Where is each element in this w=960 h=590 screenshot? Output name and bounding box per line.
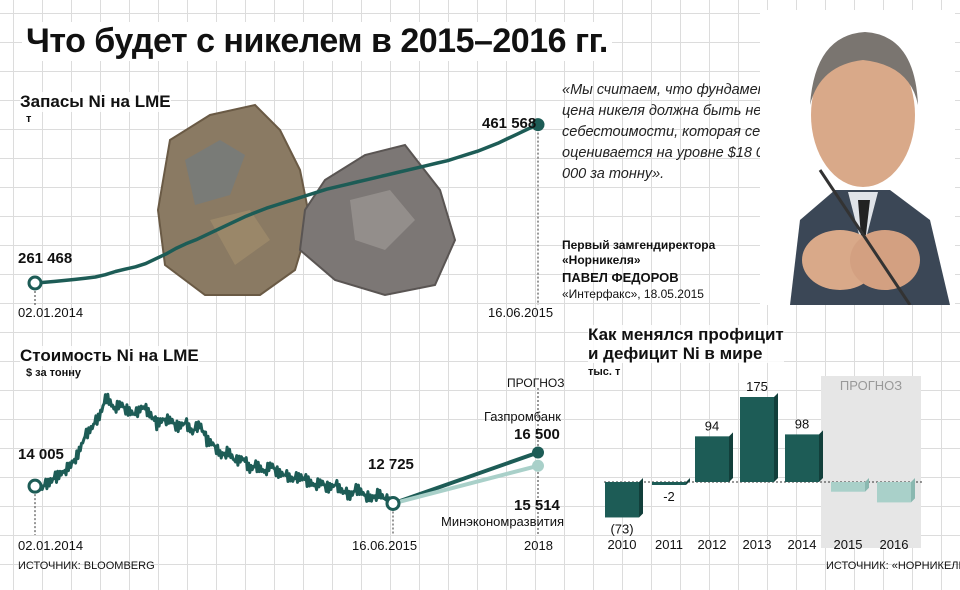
- balance-category-2013: 2013: [743, 537, 772, 552]
- quote-name: ПАВЕЛ ФЕДОРОВ: [562, 270, 679, 285]
- balance-category-2014: 2014: [788, 537, 817, 552]
- balance-bar-side-2012: [729, 432, 733, 482]
- stocks-start-marker: [27, 275, 43, 291]
- balance-bar-2016: [877, 482, 911, 503]
- balance-value-label-2012: 94: [705, 418, 719, 433]
- stocks-unit: т: [26, 113, 32, 125]
- nickel-ore-image: [156, 103, 457, 297]
- balance-forecast-title: ПРОГНОЗ: [840, 378, 902, 393]
- source-right: ИСТОЧНИК: «НОРНИКЕЛЬ»: [826, 560, 960, 572]
- balance-category-2010: 2010: [608, 537, 637, 552]
- balance-unit: тыс. т: [588, 366, 621, 378]
- price-x-start-label: 02.01.2014: [18, 538, 84, 553]
- balance-bar-2015: [831, 482, 865, 492]
- forecast-minecon-name: Минэкономразвития: [441, 514, 565, 529]
- quote-source: «Интерфакс», 18.05.2015: [562, 287, 704, 301]
- balance-value-label-2014: 98: [795, 416, 809, 431]
- price-start-value: 14 005: [18, 446, 64, 463]
- stocks-end-value: 461 568: [482, 115, 537, 132]
- forecast-gazprombank-value: 16 500: [514, 426, 560, 443]
- price-end-value: 12 725: [368, 456, 414, 473]
- balance-bar-2013: [740, 397, 774, 482]
- balance-forecast-band: [821, 376, 921, 548]
- forecast-gazprombank-line: [392, 450, 539, 506]
- balance-value-label-2013: 175: [746, 379, 768, 394]
- balance-value-label-2011: -2: [663, 489, 675, 504]
- forecast-minecon-value: 15 514: [514, 497, 560, 514]
- price-forecast-title: ПРОГНОЗ: [507, 376, 565, 390]
- forecast-minecon-line: [392, 463, 539, 506]
- stocks-x-end-label: 16.06.2015: [488, 305, 554, 320]
- balance-bar-2014: [785, 434, 819, 482]
- balance-title-line2: и дефицит Ni в мире: [588, 344, 763, 363]
- quote-role-line2: «Норникеля»: [562, 253, 641, 267]
- price-start-marker: [27, 478, 43, 494]
- source-left: ИСТОЧНИК: BLOOMBERG: [18, 560, 155, 572]
- forecast-gazprombank-name: Газпромбанк: [484, 409, 561, 424]
- balance-bar-side-2016: [911, 478, 915, 503]
- price-chart-title: Стоимость Ni на LME: [20, 346, 199, 366]
- quote-text: «Мы считаем, что фундаментально цена ник…: [562, 82, 818, 182]
- balance-bar-side-2013: [774, 393, 778, 482]
- price-end-marker: [385, 495, 401, 511]
- balance-bar-side-2010: [639, 478, 643, 518]
- forecast-minecon-marker: [532, 459, 544, 472]
- balance-chart-title: Как менялся профицит и дефицит Ni в мире: [588, 325, 784, 363]
- balance-category-2011: 2011: [655, 537, 683, 552]
- price-x-end-label: 16.06.2015: [352, 538, 418, 553]
- balance-value-label-2010: (73): [610, 521, 633, 536]
- forecast-gazprombank-marker: [532, 446, 544, 459]
- balance-title-line1: Как менялся профицит: [588, 325, 784, 344]
- portrait-photo: [760, 10, 955, 305]
- stocks-end-marker: [531, 118, 545, 132]
- stocks-line: [34, 122, 539, 285]
- price-forecast-x-label: 2018: [524, 538, 553, 553]
- balance-bar-2012: [695, 436, 729, 482]
- price-line: [33, 392, 395, 508]
- quote-role-line1: Первый замгендиректора: [562, 238, 716, 252]
- page-title: Что будет с никелем в 2015–2016 гг.: [22, 22, 612, 61]
- balance-bar-side-2014: [819, 430, 823, 482]
- balance-bar-side-2011: [686, 478, 690, 485]
- price-unit: $ за тонну: [26, 367, 82, 379]
- balance-bar-side-2015: [865, 478, 869, 492]
- stocks-start-value: 261 468: [18, 250, 73, 267]
- balance-bar-2011: [652, 482, 686, 485]
- balance-bar-2010: [605, 482, 639, 518]
- quote-role: Первый замгендиректора «Норникеля»: [562, 238, 715, 268]
- balance-category-2015: 2015: [834, 537, 863, 552]
- stocks-x-start-label: 02.01.2014: [18, 305, 84, 320]
- stocks-chart-title: Запасы Ni на LME: [20, 92, 171, 112]
- balance-category-2016: 2016: [880, 537, 909, 552]
- balance-category-2012: 2012: [698, 537, 727, 552]
